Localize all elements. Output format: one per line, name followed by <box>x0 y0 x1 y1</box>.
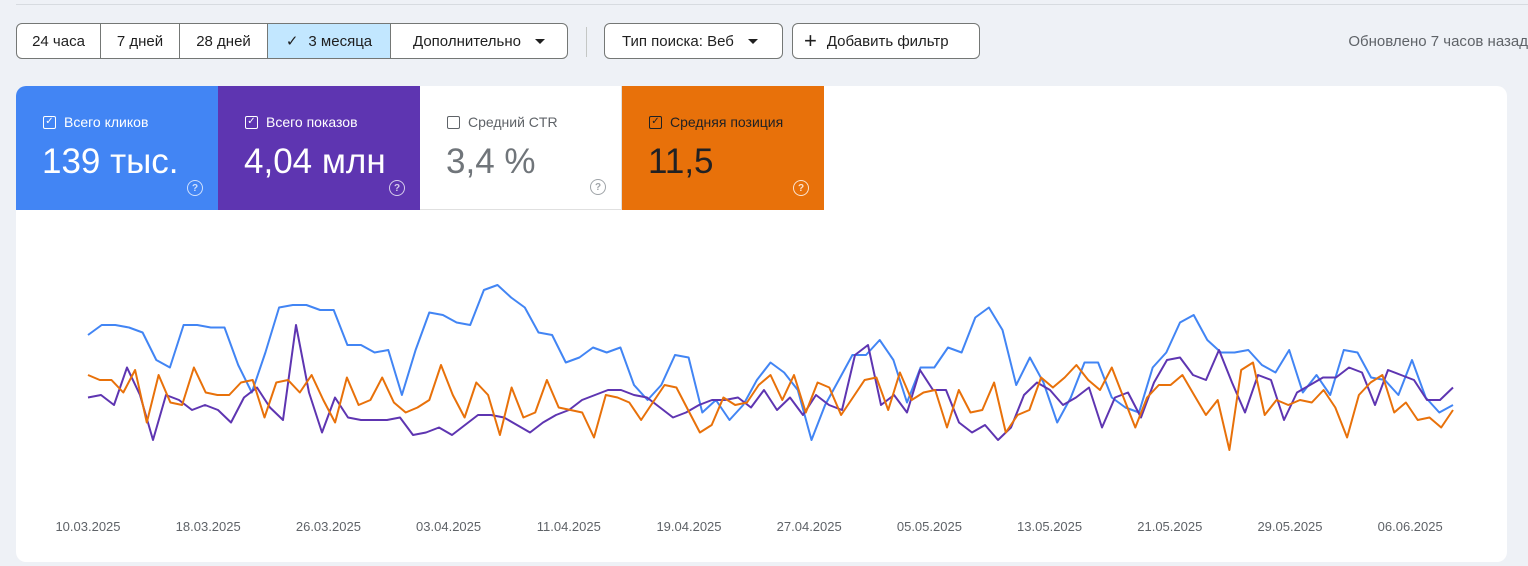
x-tick-label: 13.05.2025 <box>1017 519 1082 534</box>
series-line-impressions <box>87 324 1454 441</box>
x-tick-label: 18.03.2025 <box>176 519 241 534</box>
x-tick-label: 11.04.2025 <box>537 519 601 534</box>
x-tick-label: 05.05.2025 <box>897 519 962 534</box>
add-filter-label: Добавить фильтр <box>826 32 949 50</box>
metric-label: Средний CTR <box>468 114 558 130</box>
x-axis-ticks: 10.03.2025 18.03.2025 26.03.2025 03.04.2025… <box>55 519 1442 534</box>
metric-ctr-tile[interactable]: Средний CTR 3,4 % ? <box>420 86 622 210</box>
x-tick-label: 06.06.2025 <box>1378 519 1443 534</box>
metric-position-tile[interactable]: ✓ Средняя позиция 11,5 ? <box>622 86 824 210</box>
metric-label-row: ✓ Средняя позиция <box>649 114 783 130</box>
chart-series-group <box>87 284 1454 451</box>
x-tick-label: 29.05.2025 <box>1257 519 1322 534</box>
range-3m-button[interactable]: ✓ 3 месяца <box>268 24 391 58</box>
metric-value: 11,5 <box>648 142 714 181</box>
metric-value: 3,4 % <box>446 142 536 181</box>
toolbar-divider <box>586 27 587 57</box>
metric-label: Средняя позиция <box>670 114 784 130</box>
search-type-dropdown[interactable]: Тип поиска: Веб <box>604 23 783 59</box>
checkbox-checked-icon[interactable]: ✓ <box>43 115 56 129</box>
x-tick-label: 10.03.2025 <box>55 519 120 534</box>
top-divider <box>16 4 1528 5</box>
range-label: 7 дней <box>116 32 164 50</box>
metric-value: 4,04 млн <box>244 142 386 181</box>
metric-label-row: ✓ Всего кликов <box>43 114 148 130</box>
updated-status: Обновлено 7 часов назад <box>1348 33 1528 50</box>
range-more-dropdown[interactable]: Дополнительно <box>391 24 567 58</box>
help-icon[interactable]: ? <box>793 180 809 196</box>
caret-down-icon <box>534 38 545 44</box>
check-icon: ✓ <box>285 33 299 50</box>
metric-label-row: Средний CTR <box>447 114 558 130</box>
range-label: 28 дней <box>196 32 251 50</box>
x-tick-label: 26.03.2025 <box>296 519 361 534</box>
range-label: Дополнительно <box>413 32 521 50</box>
x-tick-label: 19.04.2025 <box>656 519 721 534</box>
checkbox-unchecked-icon[interactable] <box>447 115 460 129</box>
metric-label-row: ✓ Всего показов <box>245 114 358 130</box>
date-range-selector: 24 часа 7 дней 28 дней ✓ 3 месяца Дополни… <box>16 23 568 59</box>
range-7d-button[interactable]: 7 дней <box>101 24 180 58</box>
series-line-clicks <box>87 284 1454 441</box>
help-icon[interactable]: ? <box>389 180 405 196</box>
performance-card: ✓ Всего кликов 139 тыс. ? ✓ Всего показов … <box>16 86 1507 562</box>
metric-label: Всего кликов <box>64 114 149 130</box>
add-filter-button[interactable]: + Добавить фильтр <box>792 23 980 59</box>
performance-line-chart[interactable]: 10.03.2025 18.03.2025 26.03.2025 03.04.2025… <box>16 210 1507 562</box>
range-28d-button[interactable]: 28 дней <box>180 24 268 58</box>
metric-tiles: ✓ Всего кликов 139 тыс. ? ✓ Всего показов … <box>16 86 824 210</box>
filter-toolbar: 24 часа 7 дней 28 дней ✓ 3 месяца Дополни… <box>16 23 1528 59</box>
metric-value: 139 тыс. <box>42 142 179 181</box>
range-label: 3 месяца <box>308 32 373 50</box>
caret-down-icon <box>747 38 758 44</box>
checkbox-checked-icon[interactable]: ✓ <box>245 115 258 129</box>
metric-impressions-tile[interactable]: ✓ Всего показов 4,04 млн ? <box>218 86 420 210</box>
range-label: 24 часа <box>32 32 85 50</box>
x-tick-label: 21.05.2025 <box>1137 519 1202 534</box>
help-icon[interactable]: ? <box>590 179 606 195</box>
x-tick-label: 03.04.2025 <box>416 519 481 534</box>
search-type-label: Тип поиска: Веб <box>622 32 734 50</box>
help-icon[interactable]: ? <box>187 180 203 196</box>
metric-label: Всего показов <box>266 114 358 130</box>
plus-icon: + <box>804 28 817 53</box>
checkbox-checked-icon[interactable]: ✓ <box>649 115 662 129</box>
x-tick-label: 27.04.2025 <box>777 519 842 534</box>
series-line-position <box>87 361 1454 451</box>
metric-clicks-tile[interactable]: ✓ Всего кликов 139 тыс. ? <box>16 86 218 210</box>
range-24h-button[interactable]: 24 часа <box>17 24 101 58</box>
